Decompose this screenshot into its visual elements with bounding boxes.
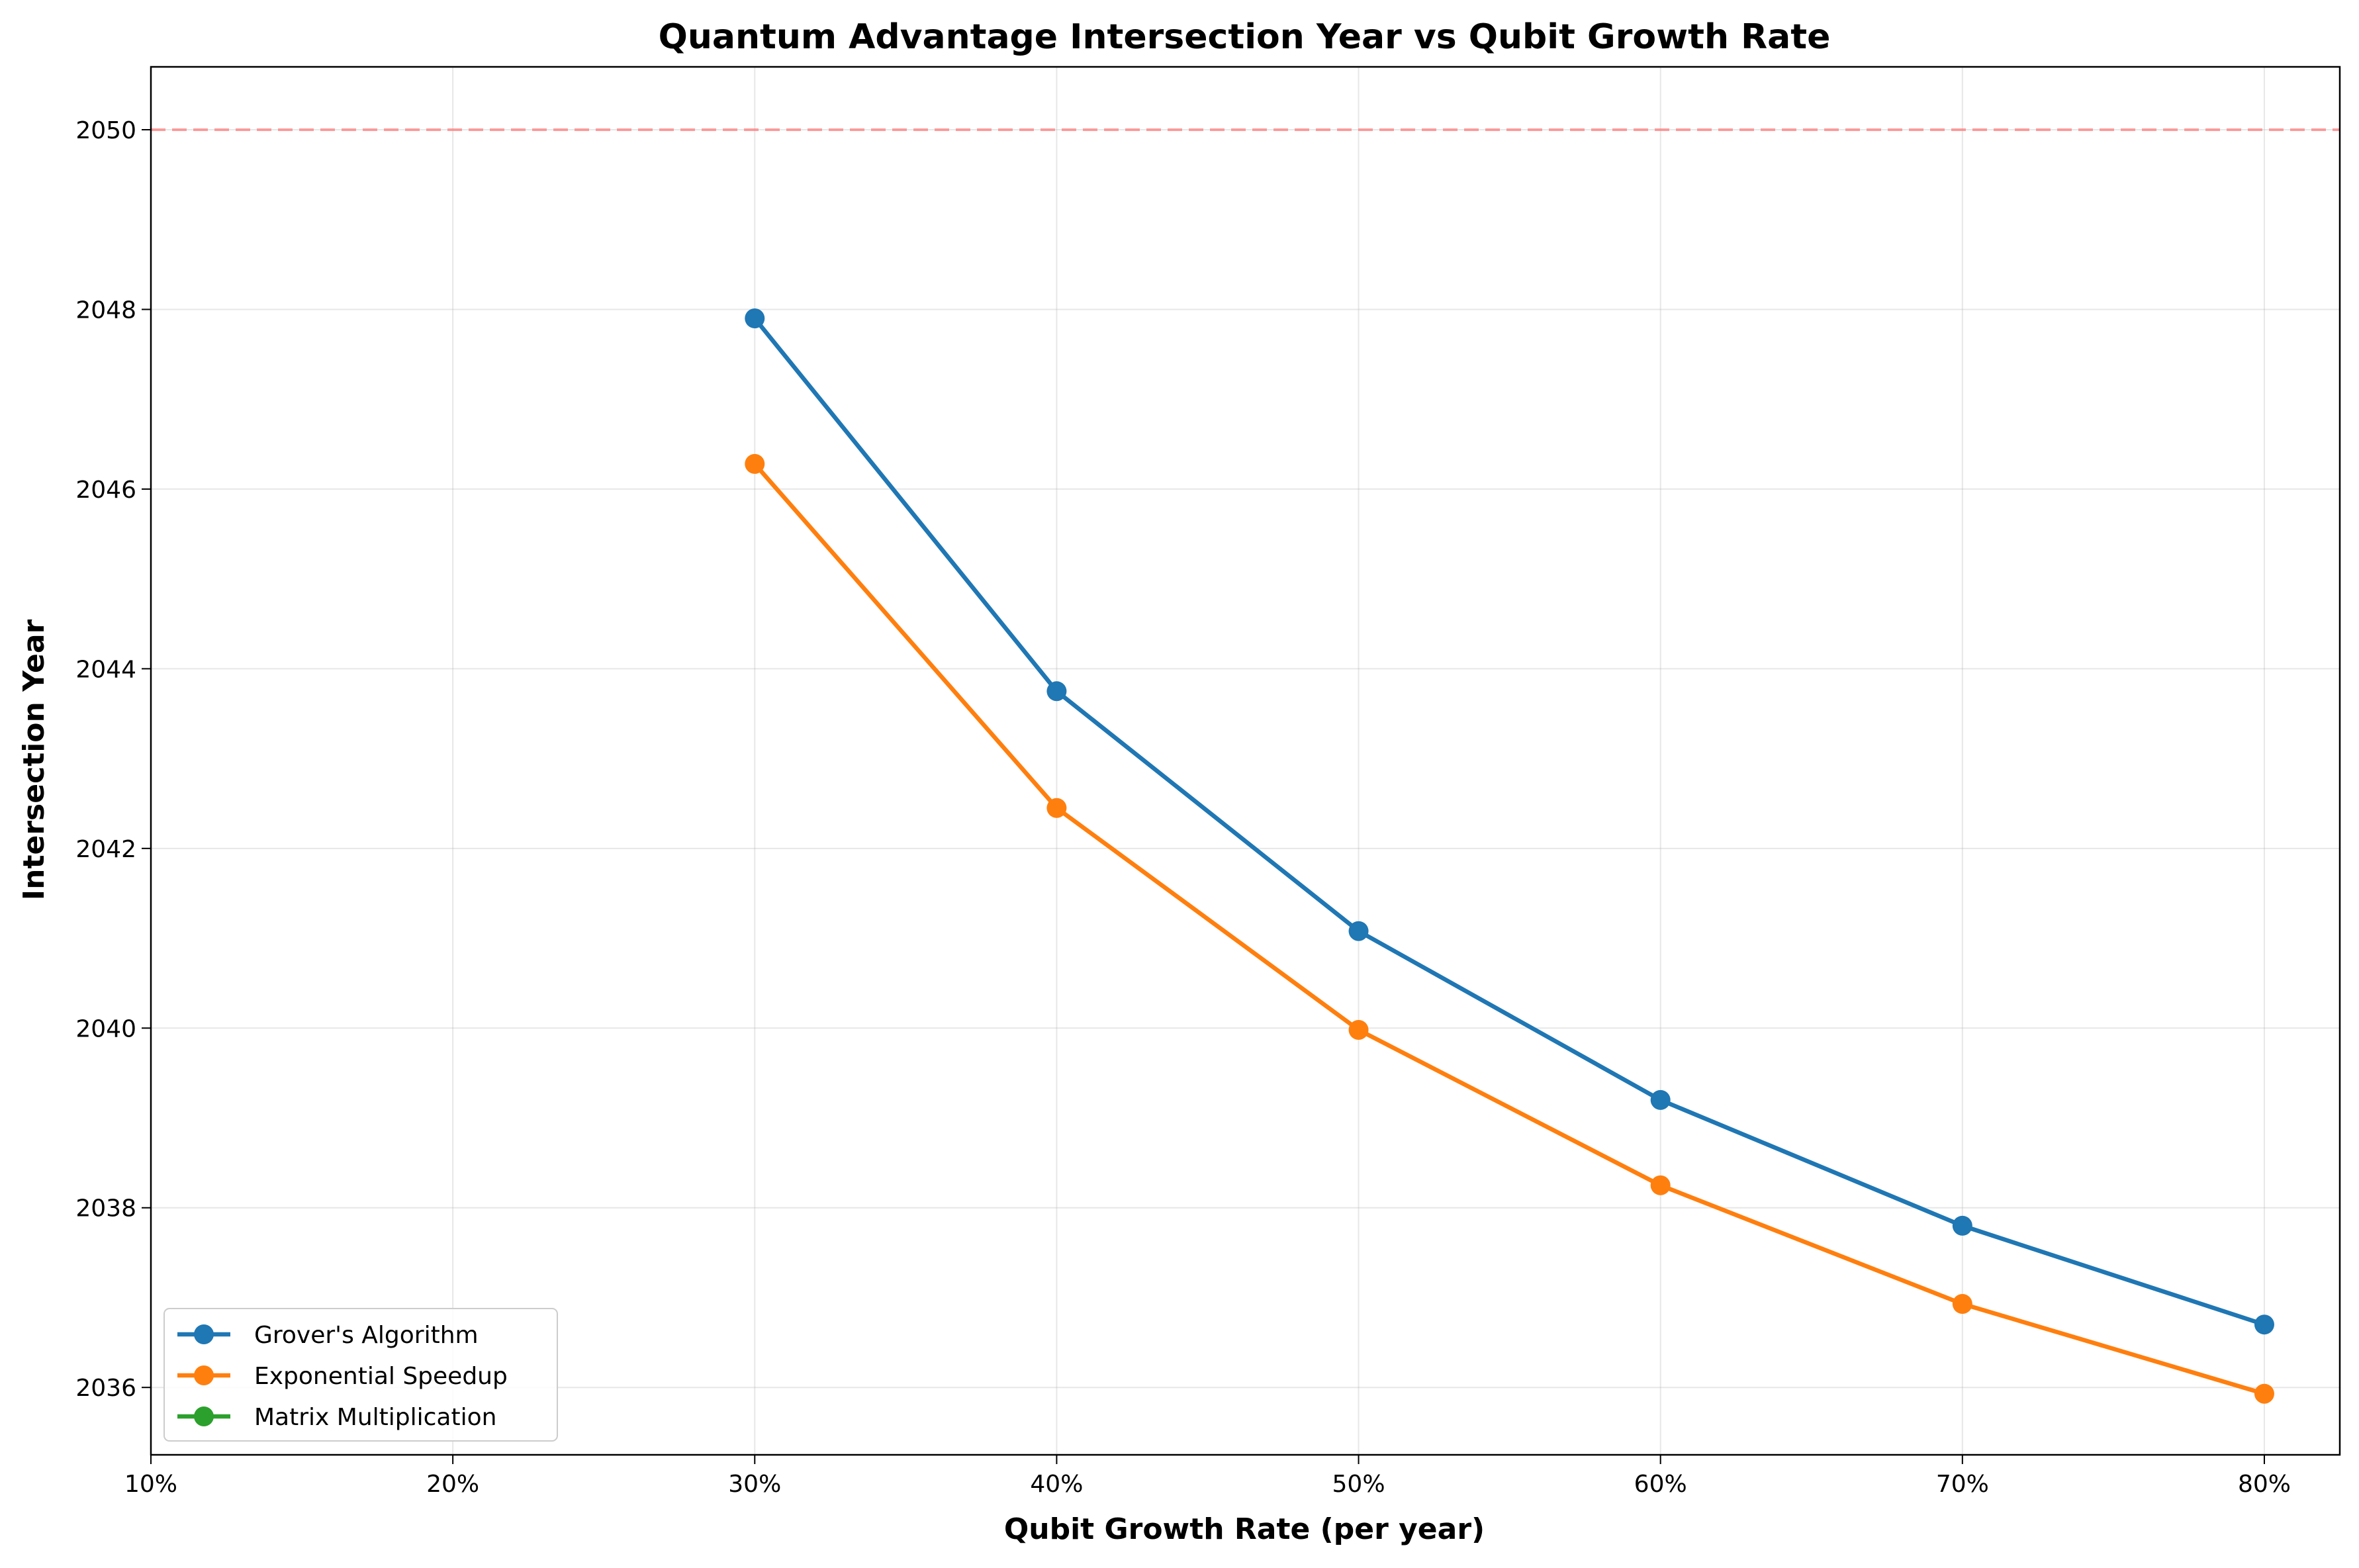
x-axis: 10% 20% 30% 40% 50% 60% 70% 80% (124, 1455, 2291, 1498)
legend-label: Exponential Speedup (254, 1363, 508, 1390)
legend-box (163, 1308, 558, 1442)
data-point (1348, 1020, 1369, 1040)
data-point (1650, 1089, 1671, 1110)
data-point (1952, 1215, 1972, 1236)
legend-label: Matrix Multiplication (254, 1404, 496, 1431)
legend-marker (194, 1324, 214, 1344)
x-tick-label: 20% (426, 1471, 479, 1498)
data-point (2254, 1383, 2274, 1404)
data-point (745, 453, 765, 474)
x-tick-label: 80% (2238, 1471, 2291, 1498)
data-point (2254, 1314, 2274, 1335)
y-tick-label: 2040 (75, 1015, 136, 1042)
x-tick-label: 30% (728, 1471, 781, 1498)
series-grover-s-algorithm (745, 308, 2274, 1335)
x-tick-label: 70% (1936, 1471, 1989, 1498)
plot-frame (150, 66, 2341, 1456)
series-group (745, 308, 2274, 1404)
data-point (745, 308, 765, 329)
series-line (753, 316, 2267, 1327)
x-tick-label: 60% (1634, 1471, 1687, 1498)
x-tick-label: 50% (1332, 1471, 1385, 1498)
data-point (1348, 921, 1369, 941)
y-tick-label: 2036 (75, 1375, 136, 1402)
x-tick-label: 10% (124, 1471, 177, 1498)
x-tick-label: 40% (1030, 1471, 1083, 1498)
y-tick-label: 2046 (75, 477, 136, 504)
y-tick-label: 2038 (75, 1195, 136, 1222)
chart-title: Quantum Advantage Intersection Year vs Q… (659, 17, 1831, 57)
y-axis-label: Intersection Year (17, 619, 51, 900)
y-tick-label: 2048 (75, 297, 136, 324)
series-exponential-speedup (745, 453, 2274, 1404)
data-point (1046, 798, 1067, 818)
y-tick-label: 2044 (75, 656, 136, 683)
data-point (1952, 1293, 1972, 1314)
data-point (1046, 681, 1067, 702)
y-axis: 2036 2038 2040 2042 2044 2046 2048 2050 (75, 117, 151, 1402)
x-axis-label: Qubit Growth Rate (per year) (1004, 1512, 1485, 1546)
y-tick-label: 2042 (75, 836, 136, 863)
legend-marker (194, 1365, 214, 1385)
legend-label: Grover's Algorithm (254, 1322, 479, 1349)
data-point (1650, 1175, 1671, 1195)
legend-marker (194, 1407, 214, 1426)
y-tick-label: 2050 (75, 117, 136, 144)
series-line (753, 461, 2267, 1396)
legend: Grover's Algorithm Exponential Speedup Mat… (163, 1308, 558, 1442)
